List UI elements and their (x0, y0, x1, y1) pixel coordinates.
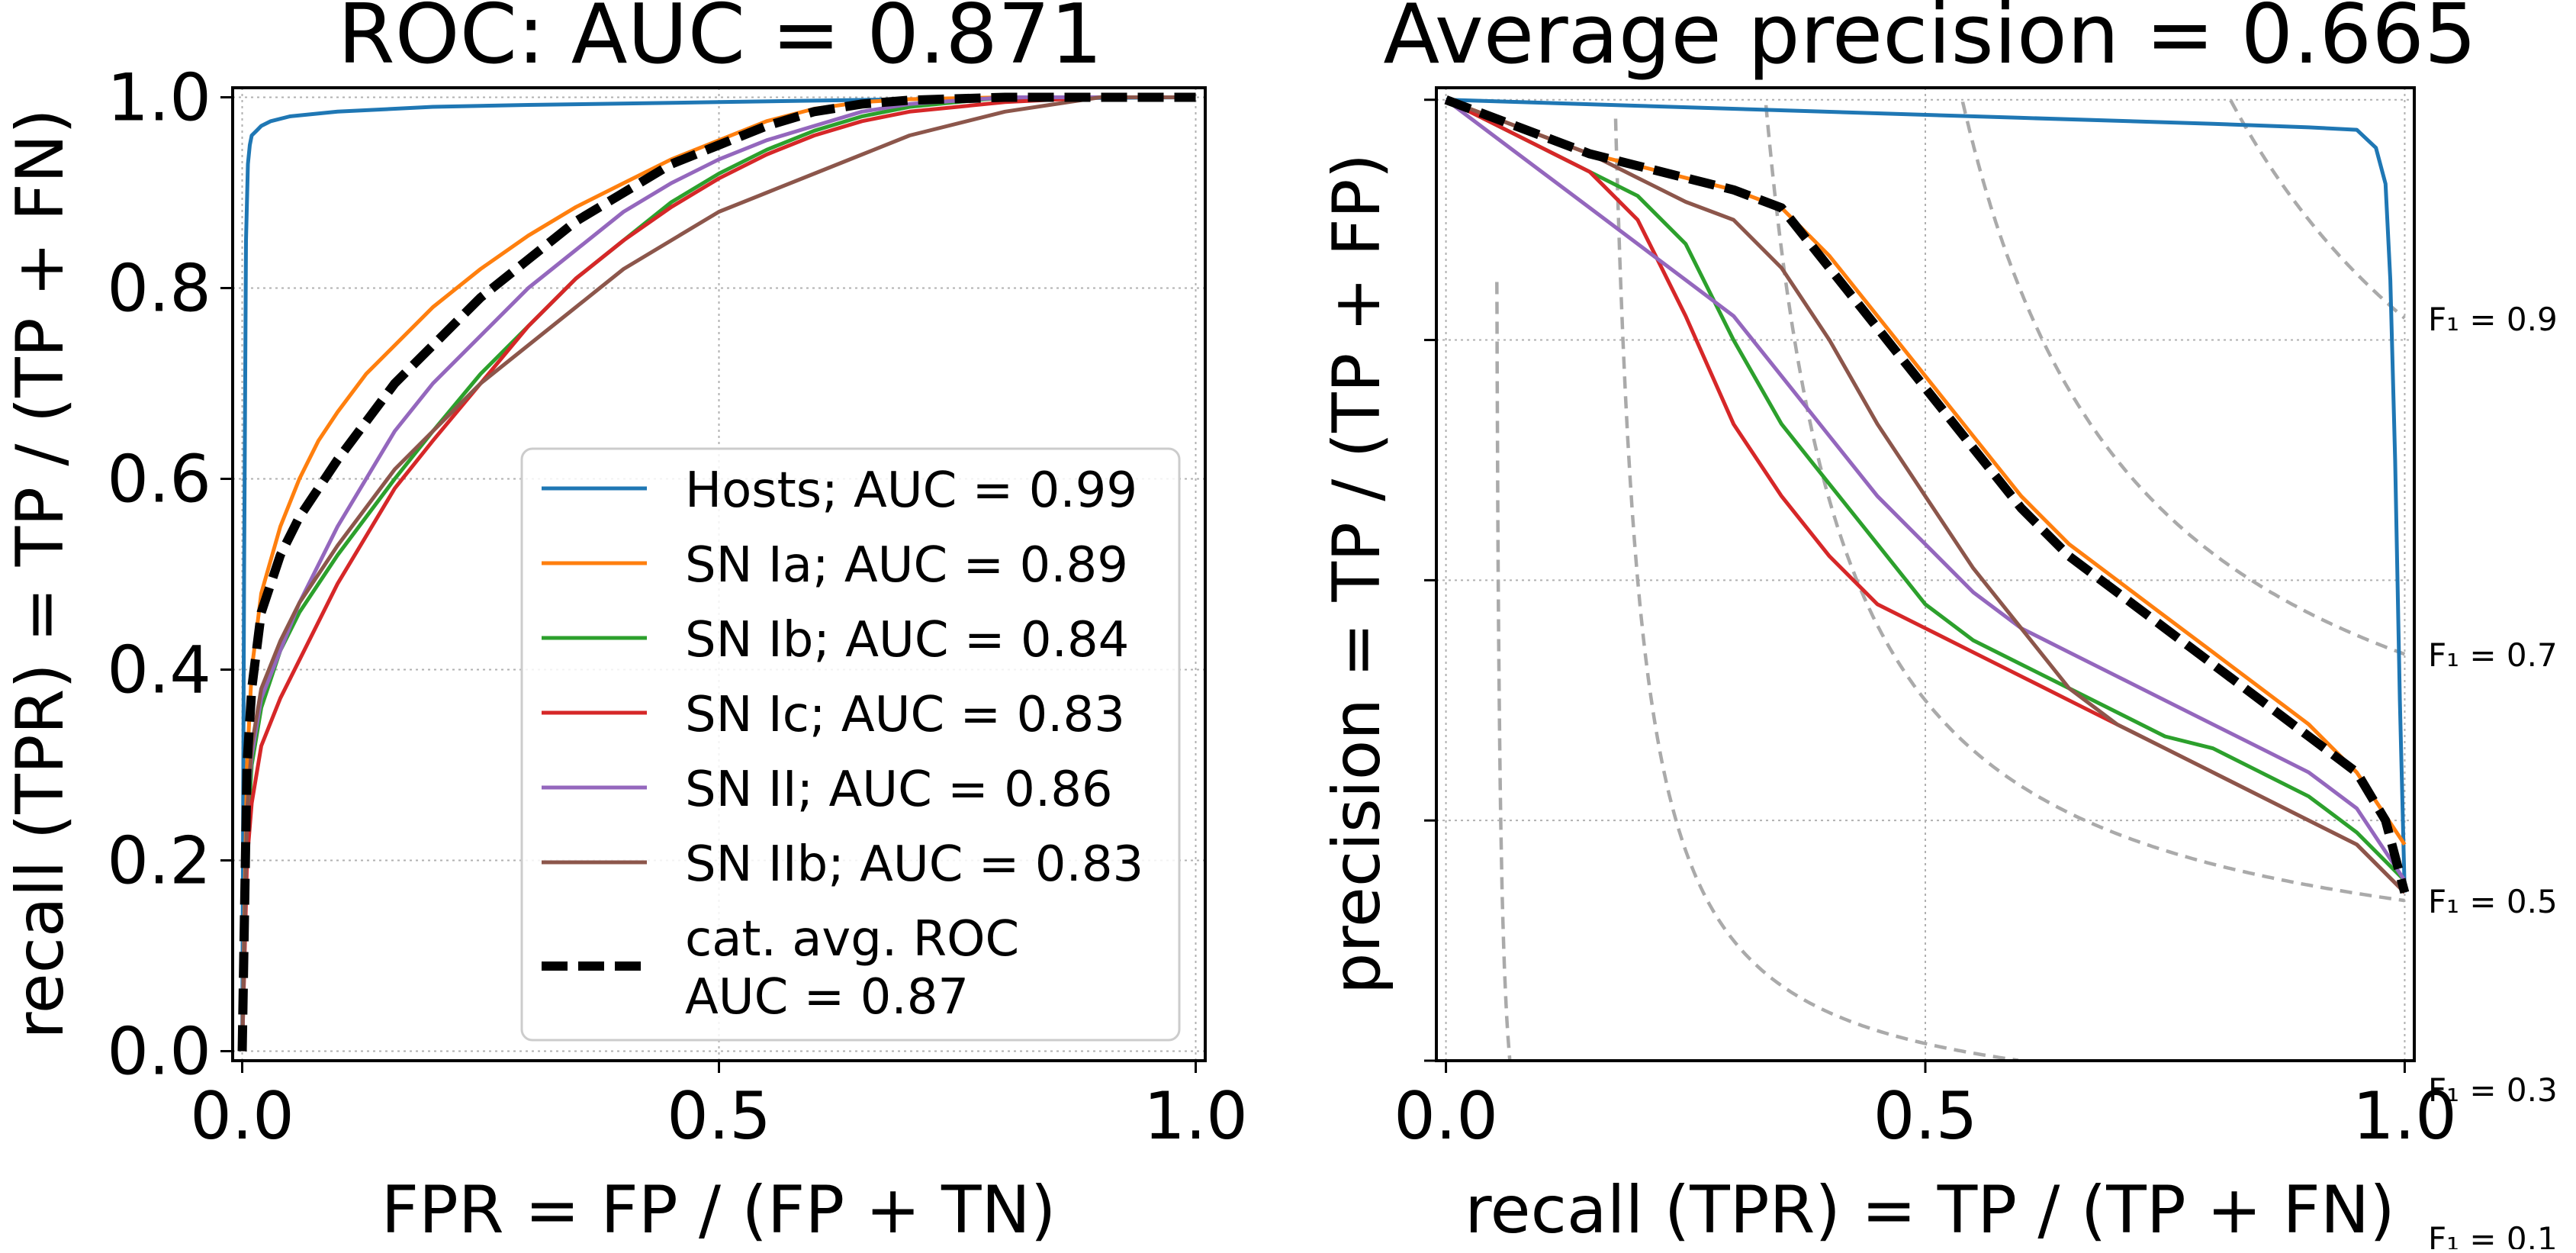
legend-label: SN II; AUC = 0.86 (685, 762, 1113, 818)
iso-f1-label: F₁ = 0.3 (2428, 1071, 2558, 1109)
legend-label: SN IIb; AUC = 0.83 (685, 836, 1143, 893)
pr-title: Average precision = 0.665 (1383, 0, 2476, 82)
roc-title: ROC: AUC = 0.871 (338, 0, 1103, 82)
x-tick-label: 1.0 (1143, 1078, 1248, 1155)
series-line-sn-ic-auc-0-83 (240, 95, 1196, 1052)
legend-box (520, 447, 1181, 1042)
iso-f1-label: F₁ = 0.7 (2428, 636, 2558, 674)
x-tick-label: 0.0 (1394, 1078, 1498, 1155)
legend-label: SN Ic; AUC = 0.83 (685, 687, 1125, 743)
x-tick-label: 1.0 (2352, 1078, 2457, 1155)
roc-legend: Hosts; AUC = 0.99 SN Ia; AUC = 0.89 SN Ib;… (520, 447, 1181, 1042)
pr-series-group (1444, 95, 2410, 894)
y-tick-label: 1.0 (107, 60, 211, 137)
x-tick-label: 0.5 (667, 1078, 771, 1155)
roc-y-axis-label: recall (TPR) = TP / (TP + FN) (2, 108, 79, 1039)
legend-label: cat. avg. ROC (685, 911, 1019, 968)
series-line-hosts (1446, 98, 2407, 893)
series-line-sn-ii-auc-0-86 (240, 95, 1196, 1052)
iso-f1-label: F₁ = 0.5 (2428, 883, 2558, 920)
iso-f1-label: F₁ = 0.1 (2428, 1220, 2558, 1249)
pr-iso-f1-curves (1495, 99, 2406, 1062)
series-line-sn-iib-auc-0-83 (240, 95, 1196, 1052)
y-tick-label: 0.8 (107, 251, 211, 327)
series-line-sn-ii (1445, 98, 2407, 882)
iso-f1-curve (1613, 118, 2019, 1062)
y-tick-label: 0.0 (107, 1014, 211, 1090)
iso-f1-curve (2229, 99, 2406, 320)
roc-x-axis-label: FPR = FP / (FP + TN) (381, 1172, 1056, 1248)
y-tick-label: 0.2 (107, 823, 211, 900)
pr-iso-f1-labels: F₁ = 0.1 F₁ = 0.3 F₁ = 0.5 F₁ = 0.7 F₁ = 0.9 (2428, 301, 2558, 1253)
series-line-cat-avg (1444, 95, 2410, 894)
pr-panel: Average precision = 0.665 0.0 0.5 1.0 F₁ =… (1319, 0, 2558, 1253)
series-line-cat-avg-roc-auc-0-87 (237, 92, 1196, 1052)
iso-f1-curve (1960, 101, 2406, 656)
pr-ticks: 0.0 0.5 1.0 (1394, 98, 2457, 1155)
pr-plot-frame (1435, 86, 2416, 1062)
pr-grid (1436, 88, 2414, 1061)
series-line-sn-ib (1445, 98, 2407, 882)
pr-y-axis-label: precision = TP / (TP + FP) (1319, 153, 1395, 994)
iso-f1-curve (1495, 282, 1512, 1060)
roc-ticks: 0.0 0.5 1.0 0.0 0.2 0.4 0.6 0.8 1.0 (107, 60, 1248, 1155)
iso-f1-label: F₁ = 0.9 (2428, 301, 2558, 338)
legend-items: Hosts; AUC = 0.99 SN Ia; AUC = 0.89 SN Ib;… (542, 462, 1143, 1026)
iso-f1-curve (1764, 105, 2405, 903)
legend-label: Hosts; AUC = 0.99 (685, 462, 1137, 519)
legend-label: SN Ib; AUC = 0.84 (685, 612, 1129, 668)
legend-label: SN Ia; AUC = 0.89 (685, 537, 1128, 594)
series-line-hosts-auc-0-99 (240, 95, 1196, 1052)
y-tick-label: 0.4 (107, 633, 211, 709)
pr-x-axis-label: recall (TPR) = TP / (TP + FN) (1465, 1172, 2395, 1248)
x-tick-label: 0.5 (1873, 1078, 1978, 1155)
x-tick-label: 0.0 (190, 1078, 294, 1155)
roc-panel: ROC: AUC = 0.871 0.0 0.5 1.00.00.20.40.60.… (2, 0, 1248, 1248)
roc-series-group (237, 92, 1196, 1052)
legend-label: AUC = 0.87 (685, 969, 969, 1026)
y-tick-label: 0.6 (107, 442, 211, 518)
